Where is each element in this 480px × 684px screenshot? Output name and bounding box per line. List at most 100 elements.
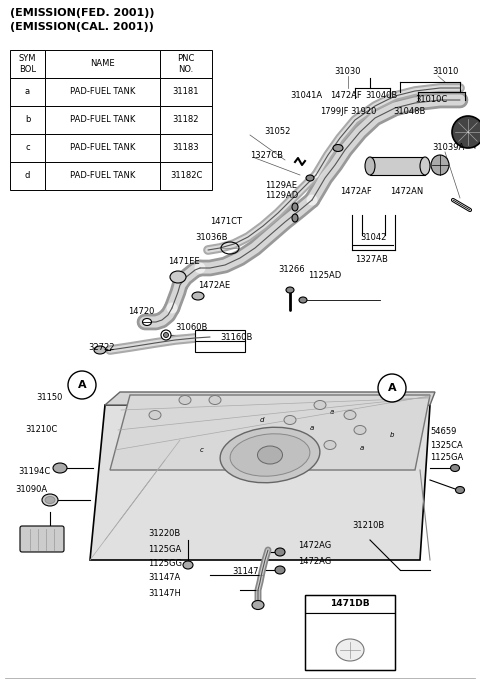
Text: PAD-FUEL TANK: PAD-FUEL TANK	[70, 88, 135, 96]
Text: 1472AG: 1472AG	[298, 540, 331, 549]
Text: 31040B: 31040B	[365, 90, 397, 99]
Bar	[195, 330, 245, 352]
Ellipse shape	[299, 297, 307, 303]
Text: 1472AN: 1472AN	[390, 187, 423, 196]
Text: 1327AB: 1327AB	[355, 256, 388, 265]
Ellipse shape	[292, 214, 298, 222]
Text: NAME: NAME	[90, 60, 115, 68]
Ellipse shape	[333, 144, 343, 151]
Text: a: a	[330, 409, 334, 415]
Ellipse shape	[306, 175, 314, 181]
Text: 31010C: 31010C	[415, 96, 447, 105]
Ellipse shape	[456, 486, 465, 493]
Text: 31183: 31183	[173, 144, 199, 153]
Text: 31220B: 31220B	[148, 529, 180, 538]
Text: a: a	[310, 425, 314, 431]
Text: PAD-FUEL TANK: PAD-FUEL TANK	[70, 144, 135, 153]
Bar	[160, 106, 212, 134]
Ellipse shape	[344, 410, 356, 419]
Text: A: A	[388, 383, 396, 393]
Text: 31150: 31150	[36, 393, 62, 402]
Ellipse shape	[286, 287, 294, 293]
Text: A: A	[78, 380, 86, 390]
Text: 1325CA: 1325CA	[430, 440, 463, 449]
Text: 1125GA: 1125GA	[430, 453, 463, 462]
Text: PNC
NO.: PNC NO.	[177, 54, 195, 74]
Text: 31182: 31182	[173, 116, 199, 124]
Text: 31048B: 31048B	[393, 107, 425, 116]
Ellipse shape	[292, 203, 298, 211]
Bar	[10, 106, 45, 134]
Text: a: a	[360, 445, 364, 451]
Text: 31036B: 31036B	[195, 233, 228, 243]
Ellipse shape	[220, 428, 320, 483]
Polygon shape	[105, 392, 435, 405]
Text: 1327CB: 1327CB	[250, 150, 283, 159]
Text: 31920: 31920	[350, 107, 376, 116]
Bar	[45, 50, 160, 78]
Text: SYM
BOL: SYM BOL	[19, 54, 36, 74]
Ellipse shape	[275, 566, 285, 574]
Bar	[10, 78, 45, 106]
Bar	[160, 78, 212, 106]
Ellipse shape	[45, 497, 55, 503]
Circle shape	[164, 332, 168, 337]
Ellipse shape	[252, 601, 264, 609]
Text: 31060B: 31060B	[175, 324, 207, 332]
Text: b: b	[390, 432, 395, 438]
Ellipse shape	[451, 464, 459, 471]
Text: 1472AF: 1472AF	[340, 187, 372, 196]
Text: 1471EE: 1471EE	[168, 257, 200, 267]
Ellipse shape	[170, 271, 186, 283]
Text: 1129AD: 1129AD	[265, 191, 298, 200]
Text: 31010: 31010	[432, 68, 458, 77]
Bar	[45, 78, 160, 106]
Ellipse shape	[420, 157, 430, 175]
Text: 1129AE: 1129AE	[265, 181, 297, 189]
Bar	[160, 162, 212, 190]
Bar	[160, 134, 212, 162]
Text: d: d	[25, 172, 30, 181]
Text: (EMISSION(CAL. 2001)): (EMISSION(CAL. 2001))	[10, 22, 154, 32]
Text: a: a	[155, 412, 159, 418]
Ellipse shape	[257, 446, 283, 464]
Ellipse shape	[149, 410, 161, 419]
Ellipse shape	[94, 346, 106, 354]
Ellipse shape	[284, 415, 296, 425]
Text: 1125AD: 1125AD	[308, 270, 341, 280]
Text: 31041A: 31041A	[290, 90, 322, 99]
Text: 32722: 32722	[88, 343, 115, 352]
Ellipse shape	[143, 319, 152, 326]
Bar	[370, 157, 425, 175]
Ellipse shape	[209, 395, 221, 404]
Text: 1125GG: 1125GG	[148, 559, 182, 568]
Text: 31147H: 31147H	[148, 588, 181, 598]
Ellipse shape	[431, 155, 449, 175]
Bar	[160, 50, 212, 78]
Text: 14720: 14720	[128, 308, 155, 317]
FancyBboxPatch shape	[20, 526, 64, 552]
Polygon shape	[110, 395, 430, 470]
Polygon shape	[90, 405, 430, 560]
Ellipse shape	[192, 292, 204, 300]
Circle shape	[378, 374, 406, 402]
Text: 31210C: 31210C	[25, 425, 57, 434]
Text: 1471DB: 1471DB	[330, 599, 370, 609]
Bar	[45, 162, 160, 190]
Text: 31042: 31042	[360, 233, 386, 243]
Bar	[305, 595, 395, 613]
Text: b: b	[25, 116, 30, 124]
Ellipse shape	[354, 425, 366, 434]
Text: 31181: 31181	[173, 88, 199, 96]
Text: 54659: 54659	[430, 428, 456, 436]
Ellipse shape	[275, 548, 285, 556]
Text: 1471CT: 1471CT	[210, 218, 242, 226]
Text: 31147A: 31147A	[148, 573, 180, 581]
Text: PAD-FUEL TANK: PAD-FUEL TANK	[70, 172, 135, 181]
Text: 31194C: 31194C	[18, 467, 50, 477]
Text: 1472AG: 1472AG	[298, 557, 331, 566]
Text: 31266: 31266	[278, 265, 305, 274]
Text: 31052: 31052	[264, 127, 290, 137]
Text: d: d	[260, 417, 264, 423]
Text: 31210B: 31210B	[352, 521, 384, 529]
